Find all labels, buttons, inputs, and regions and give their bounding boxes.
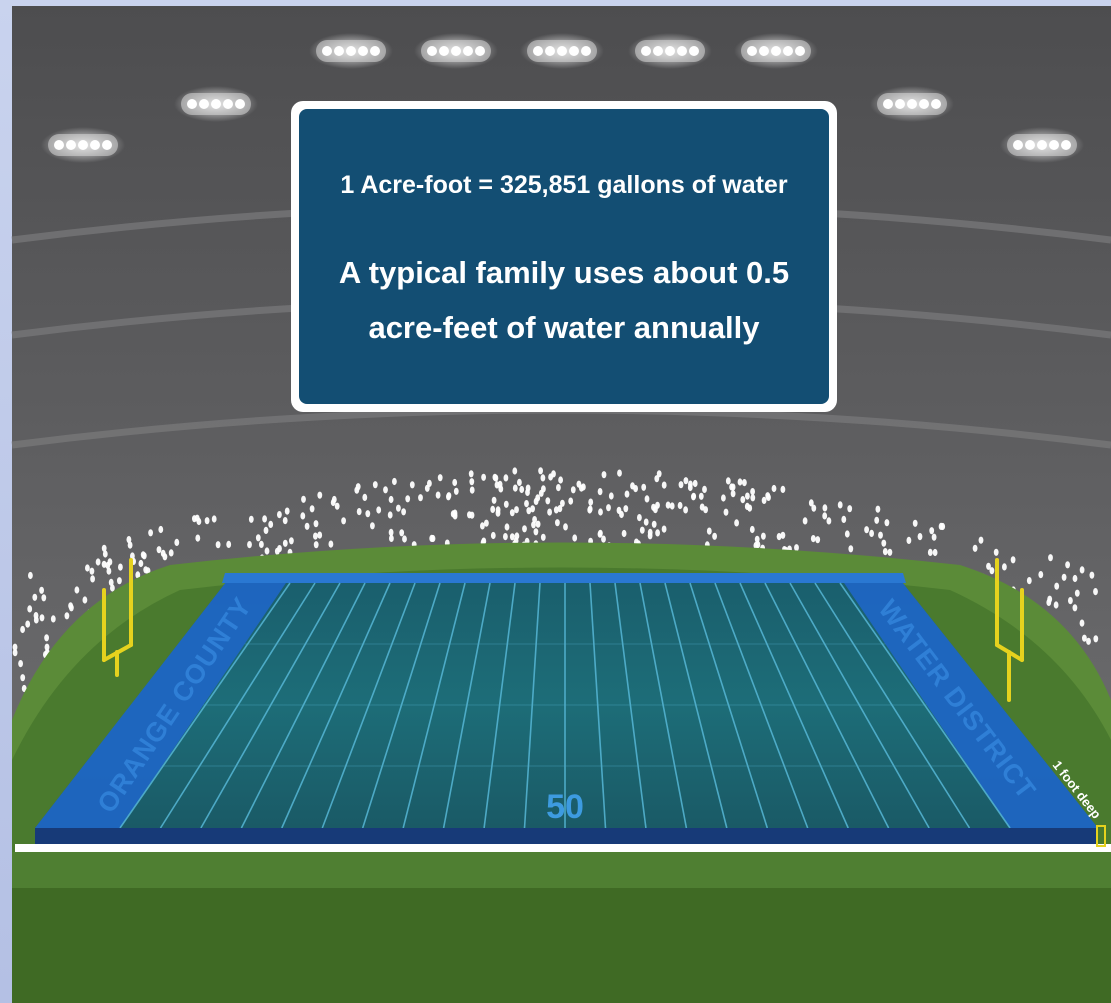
field-depth-edge (35, 828, 1098, 844)
field-white-line (15, 844, 1111, 852)
turf-band (12, 852, 1111, 888)
depth-bracket (1096, 825, 1106, 847)
light-bank (734, 33, 818, 69)
stadium-lights (41, 33, 1084, 163)
light-bank (520, 33, 604, 69)
turf-foreground (12, 888, 1111, 1003)
light-bank (41, 127, 125, 163)
light-bank (414, 33, 498, 69)
yard-marker-50: 50 (546, 788, 584, 826)
scoreboard: 1 Acre-foot = 325,851 gallons of water A… (291, 101, 837, 412)
light-bank (870, 86, 954, 122)
water-field (35, 577, 1098, 828)
light-bank (1000, 127, 1084, 163)
scoreboard-line-1: 1 Acre-foot = 325,851 gallons of water (340, 171, 787, 199)
scoreboard-line-2: A typical family uses about 0.5 (339, 255, 789, 290)
goalpost-right (995, 558, 1024, 702)
light-bank (309, 33, 393, 69)
endzone-right (840, 577, 1098, 828)
field-top-border (222, 573, 906, 583)
endzone-left (35, 577, 290, 828)
light-bank (628, 33, 712, 69)
goalpost-left (102, 558, 133, 677)
yard-lines (119, 582, 1011, 829)
scoreboard-line-3: acre-feet of water annually (368, 310, 760, 345)
light-bank (174, 86, 258, 122)
